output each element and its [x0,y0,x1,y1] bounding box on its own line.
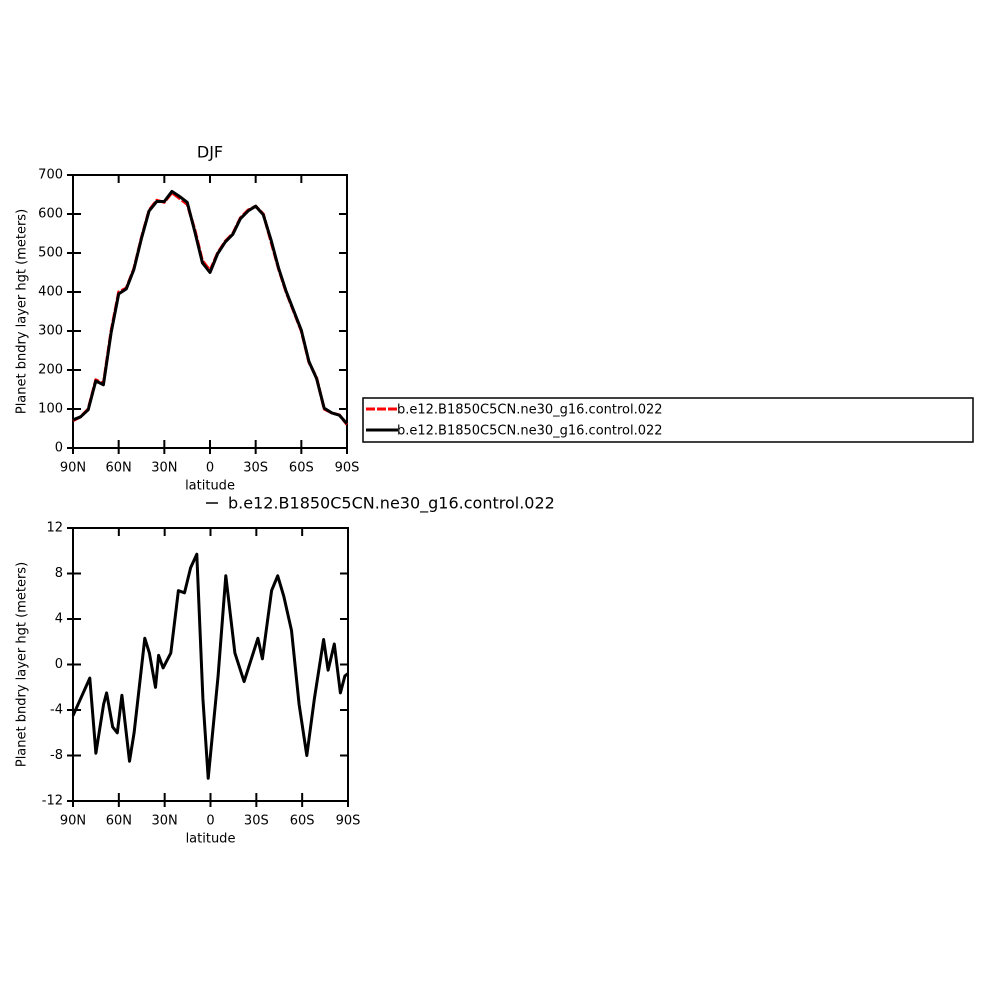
x-tick-label: 60N [106,814,132,829]
y-tick-label: 0 [55,441,63,456]
x-tick-label: 30N [151,461,177,476]
y-tick-label: 600 [38,207,63,222]
x-tick-label: 0 [206,814,214,829]
x-tick-label: 90N [60,814,86,829]
y-tick-label: -4 [50,703,63,718]
x-tick-label: 60S [290,814,315,829]
y-tick-label: -8 [50,748,63,763]
data-line [72,189,349,425]
data-line [72,191,349,426]
y-tick-label: 8 [55,566,63,581]
y-tick-label: 100 [38,402,63,417]
x-tick-label: 90S [336,814,361,829]
x-tick-label: 30S [243,461,268,476]
y-tick-label: 700 [38,168,63,183]
legend-box [362,397,974,443]
y-tick-label: 500 [38,246,63,261]
y-tick-label: 4 [55,612,63,627]
x-tick-label: 60N [106,461,132,476]
y-tick-label: 400 [38,285,63,300]
x-tick-label: 60S [289,461,314,476]
y-tick-label: 200 [38,363,63,378]
legend-label: b.e12.B1850C5CN.ne30_g16.control.022 [397,403,663,418]
chart-title: DJF [197,143,223,162]
x-axis-label: latitude [186,832,236,847]
y-tick-label: 300 [38,324,63,339]
x-tick-label: 0 [206,461,214,476]
y-tick-label: 12 [46,521,63,536]
y-tick-label: -12 [42,794,63,809]
legend-label: b.e12.B1850C5CN.ne30_g16.control.022 [228,494,555,514]
x-tick-label: 30N [152,814,178,829]
x-tick-label: 30S [244,814,269,829]
legend-label: b.e12.B1850C5CN.ne30_g16.control.022 [397,424,663,439]
x-tick-label: 90N [60,461,86,476]
y-axis-label: Planet bndry layer hgt (meters) [15,562,30,767]
x-axis-label: latitude [185,479,235,494]
y-tick-label: 0 [55,657,63,672]
x-tick-label: 90S [335,461,360,476]
data-line [71,552,349,780]
y-axis-label: Planet bndry layer hgt (meters) [15,209,30,414]
